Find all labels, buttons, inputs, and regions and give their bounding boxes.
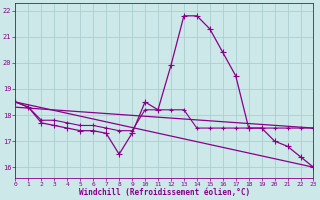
X-axis label: Windchill (Refroidissement éolien,°C): Windchill (Refroidissement éolien,°C)	[79, 188, 250, 197]
